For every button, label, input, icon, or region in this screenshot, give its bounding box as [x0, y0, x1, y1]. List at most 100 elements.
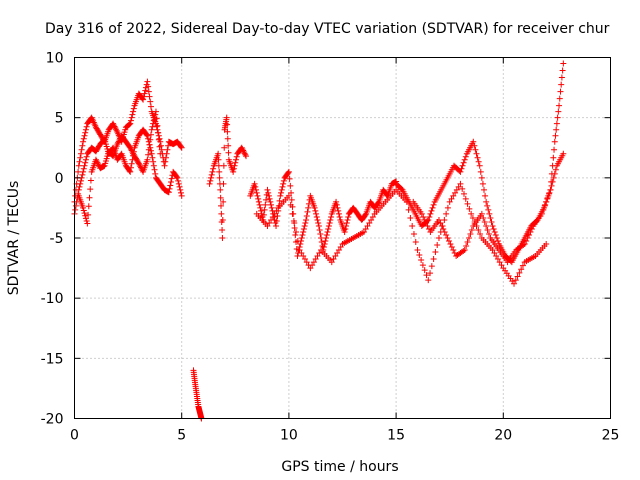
- data-point: [541, 202, 548, 209]
- data-point: [177, 186, 184, 193]
- data-point: [167, 182, 174, 189]
- data-point: [157, 150, 164, 157]
- y-tick-label: -15: [41, 351, 64, 367]
- data-point: [444, 235, 451, 241]
- y-tick-label: 10: [46, 51, 64, 67]
- data-point: [550, 174, 557, 181]
- data-point: [287, 201, 294, 208]
- data-point: [135, 160, 142, 167]
- data-point: [421, 216, 428, 223]
- data-point: [516, 269, 523, 276]
- data-point: [362, 225, 369, 232]
- data-point: [478, 174, 485, 181]
- data-point: [498, 262, 505, 269]
- data-point: [543, 198, 550, 205]
- data-point: [334, 250, 341, 257]
- data-point: [450, 247, 457, 254]
- data-point: [126, 167, 133, 174]
- data-point: [289, 210, 296, 217]
- data-point: [82, 126, 89, 133]
- data-point: [117, 151, 124, 158]
- data-point: [343, 222, 350, 229]
- data-point: [82, 215, 89, 222]
- data-point: [80, 165, 87, 172]
- data-point: [76, 183, 83, 190]
- data-point: [112, 126, 119, 133]
- data-point: [440, 225, 447, 232]
- data-point: [265, 189, 272, 196]
- data-point: [445, 238, 452, 245]
- data-point: [219, 216, 226, 223]
- data-point: [178, 144, 185, 151]
- data-point: [286, 175, 293, 182]
- data-point: [492, 231, 499, 238]
- data-point: [215, 150, 222, 157]
- data-point: [257, 204, 264, 211]
- data-point: [77, 180, 84, 187]
- data-point: [116, 136, 123, 143]
- data-point: [215, 156, 222, 163]
- data-point: [551, 138, 558, 145]
- data-point: [459, 162, 466, 169]
- data-point: [555, 108, 562, 115]
- data-point: [327, 216, 334, 223]
- data-point: [156, 143, 163, 150]
- data-point: [474, 154, 481, 161]
- data-point: [333, 198, 340, 205]
- data-point: [115, 139, 122, 146]
- data-point: [313, 213, 320, 220]
- data-point: [288, 189, 295, 196]
- data-point: [314, 216, 321, 223]
- data-point: [464, 239, 471, 246]
- data-point: [493, 235, 500, 241]
- data-point: [335, 207, 342, 214]
- data-point: [324, 228, 331, 235]
- data-point: [264, 186, 271, 193]
- data-point: [221, 144, 228, 151]
- data-point: [483, 222, 490, 229]
- data-point: [448, 244, 455, 251]
- data-point: [452, 189, 459, 196]
- data-point: [147, 103, 154, 110]
- data-point: [414, 247, 421, 254]
- data-point: [78, 146, 85, 153]
- data-point: [149, 154, 156, 161]
- y-tick-label: 0: [55, 171, 64, 187]
- data-point: [429, 204, 436, 211]
- data-point: [266, 219, 273, 226]
- data-point: [273, 217, 280, 224]
- data-point: [130, 108, 137, 115]
- data-point: [496, 259, 503, 266]
- data-point: [224, 128, 231, 135]
- data-point: [435, 216, 442, 223]
- data-point: [83, 153, 90, 160]
- data-point: [153, 115, 160, 122]
- data-point: [162, 158, 169, 165]
- data-point: [206, 180, 213, 187]
- data-point: [280, 177, 287, 184]
- data-point: [551, 170, 558, 177]
- data-point: [110, 122, 117, 129]
- data-point: [512, 277, 519, 284]
- data-point: [368, 216, 375, 223]
- data-point: [323, 231, 330, 238]
- data-point: [240, 147, 247, 154]
- data-point: [177, 189, 184, 196]
- data-point: [486, 210, 493, 217]
- data-point: [156, 135, 163, 142]
- data-point: [425, 225, 432, 232]
- data-point: [177, 143, 184, 150]
- data-point: [175, 177, 182, 184]
- data-point: [145, 146, 152, 153]
- data-point: [551, 146, 558, 153]
- data-point: [553, 126, 560, 133]
- data-point: [558, 74, 565, 81]
- data-point: [79, 142, 86, 149]
- data-point: [493, 253, 500, 260]
- data-point: [240, 148, 247, 155]
- data-point: [345, 213, 352, 220]
- data-point: [292, 231, 299, 238]
- data-point: [294, 238, 301, 245]
- data-point: [220, 180, 227, 187]
- data-point: [175, 180, 182, 187]
